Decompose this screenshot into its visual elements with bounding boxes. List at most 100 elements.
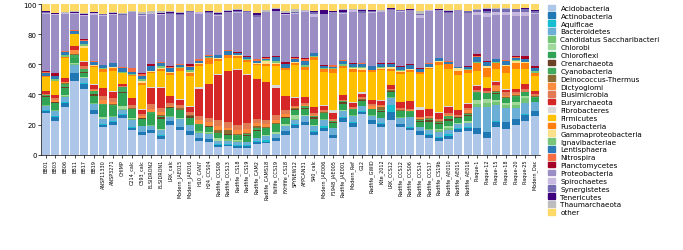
Bar	[118, 114, 126, 116]
Bar	[272, 5, 280, 9]
Bar	[109, 125, 117, 155]
Bar	[262, 59, 270, 61]
Bar	[445, 65, 453, 69]
Bar	[157, 109, 165, 113]
Bar	[454, 69, 462, 72]
Bar	[492, 86, 501, 87]
Bar	[435, 121, 443, 122]
Bar	[512, 58, 520, 61]
Bar	[262, 5, 270, 12]
Bar	[396, 12, 404, 13]
Bar	[416, 111, 423, 117]
Bar	[176, 68, 184, 72]
Bar	[454, 5, 462, 11]
Bar	[358, 106, 366, 112]
Bar	[502, 66, 510, 73]
Bar	[492, 101, 501, 103]
Bar	[70, 35, 79, 46]
Bar	[186, 68, 194, 71]
Bar	[253, 130, 261, 131]
Bar	[483, 67, 491, 69]
Bar	[99, 125, 107, 128]
Bar	[70, 32, 79, 34]
Bar	[214, 142, 223, 144]
Bar	[195, 125, 204, 126]
Bar	[339, 60, 347, 61]
Bar	[99, 100, 107, 104]
Bar	[157, 63, 165, 64]
Bar	[531, 98, 539, 102]
Bar	[186, 5, 194, 12]
Bar	[367, 116, 376, 120]
Bar	[128, 98, 136, 99]
Bar	[109, 92, 117, 99]
Bar	[89, 5, 98, 13]
Bar	[492, 87, 501, 92]
Bar	[492, 69, 501, 82]
Bar	[377, 127, 385, 155]
Bar	[70, 14, 79, 30]
Bar	[377, 71, 385, 101]
Bar	[435, 124, 443, 130]
Bar	[473, 93, 482, 94]
Bar	[445, 120, 453, 121]
Bar	[416, 68, 423, 70]
Bar	[502, 60, 510, 61]
Bar	[205, 85, 213, 119]
Bar	[89, 110, 98, 115]
Bar	[348, 111, 357, 115]
Bar	[167, 75, 174, 96]
Bar	[339, 105, 347, 111]
Bar	[224, 72, 232, 122]
Bar	[377, 111, 385, 113]
Bar	[80, 69, 88, 70]
Bar	[253, 62, 261, 64]
Bar	[454, 68, 462, 69]
Bar	[406, 112, 414, 117]
Bar	[224, 52, 232, 56]
Bar	[406, 72, 414, 102]
Bar	[243, 63, 251, 75]
Bar	[406, 11, 414, 64]
Bar	[416, 70, 423, 73]
Bar	[51, 122, 59, 155]
Bar	[224, 147, 232, 155]
Bar	[301, 62, 309, 66]
Bar	[272, 115, 280, 120]
Bar	[176, 106, 184, 108]
Bar	[70, 64, 79, 66]
Bar	[396, 10, 404, 11]
Bar	[224, 58, 232, 72]
Bar	[128, 69, 136, 72]
Bar	[512, 97, 520, 98]
Bar	[445, 128, 453, 130]
Bar	[339, 66, 347, 69]
Bar	[99, 66, 107, 69]
Bar	[176, 14, 184, 15]
Bar	[234, 59, 242, 70]
Bar	[157, 16, 165, 63]
Bar	[99, 128, 107, 155]
Bar	[339, 13, 347, 14]
Bar	[377, 101, 385, 105]
Bar	[473, 16, 482, 54]
Bar	[89, 91, 98, 92]
Bar	[483, 100, 491, 103]
Bar	[80, 62, 88, 66]
Bar	[157, 118, 165, 119]
Bar	[512, 5, 520, 10]
Bar	[473, 94, 482, 100]
Bar	[234, 56, 242, 59]
Bar	[301, 109, 309, 116]
Bar	[512, 92, 520, 95]
Bar	[367, 120, 376, 121]
Bar	[320, 128, 328, 131]
Bar	[281, 69, 290, 71]
Bar	[445, 63, 453, 64]
Bar	[234, 71, 242, 125]
Bar	[89, 90, 98, 91]
Bar	[492, 16, 501, 60]
Bar	[80, 73, 88, 78]
Bar	[521, 14, 529, 17]
Bar	[234, 148, 242, 155]
